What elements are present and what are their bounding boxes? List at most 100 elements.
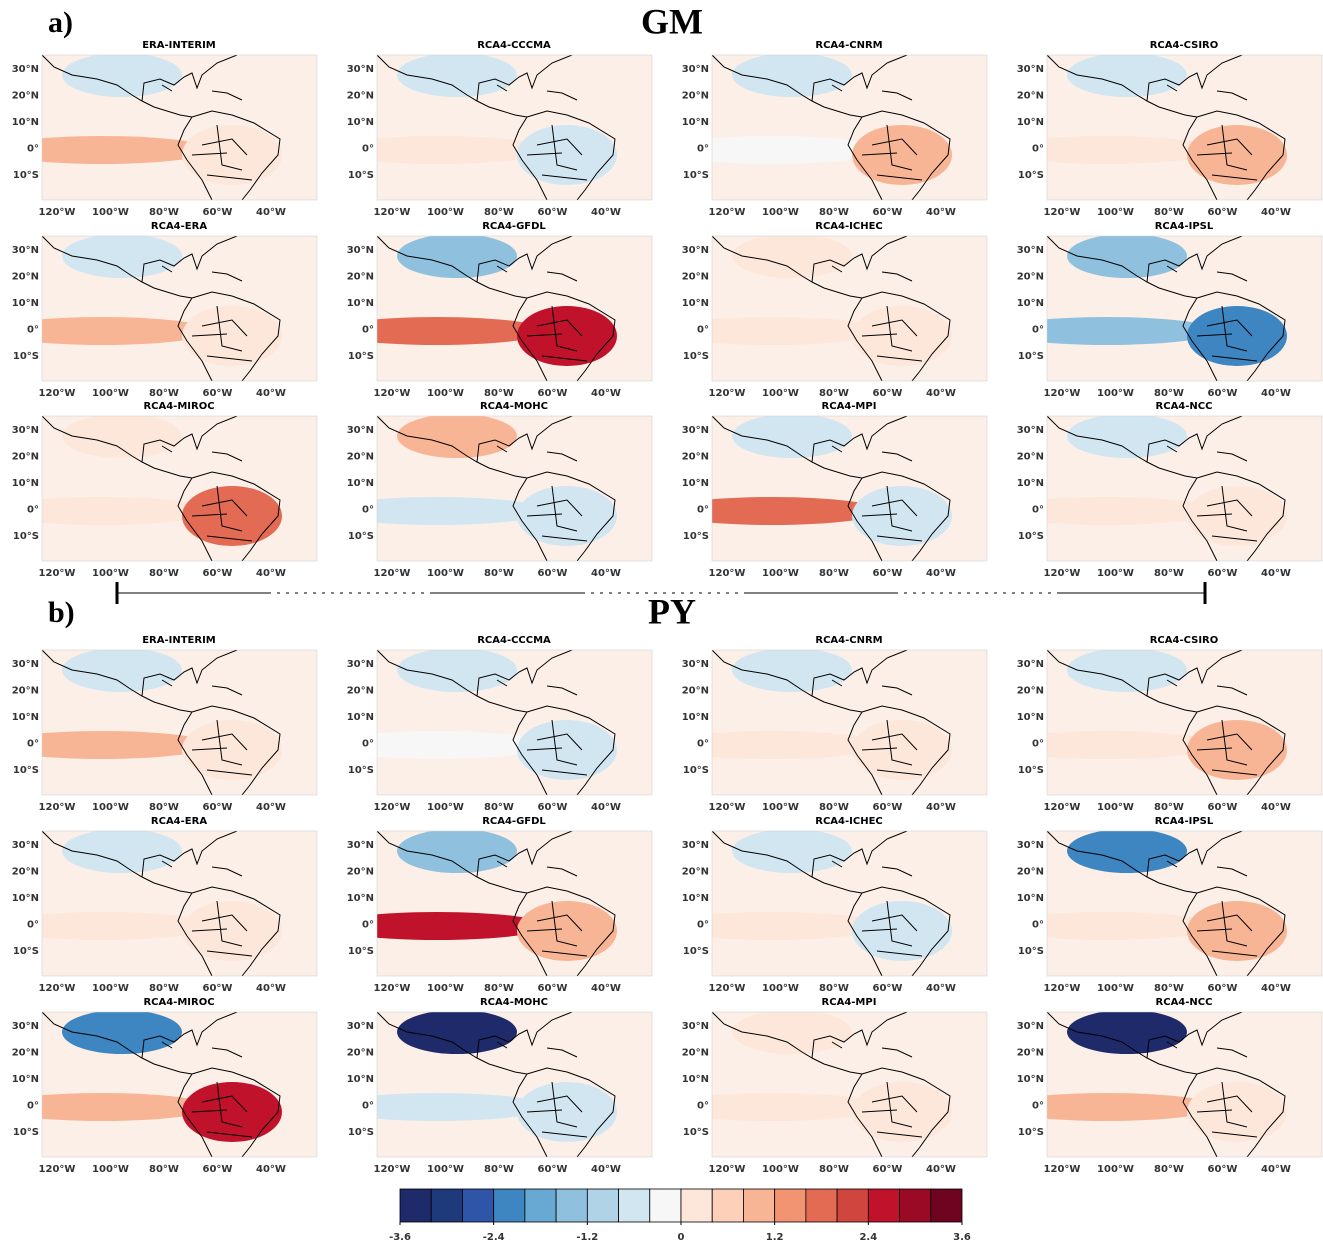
map-frame xyxy=(711,649,988,796)
coastline xyxy=(1047,1012,1286,1157)
shade xyxy=(377,912,547,940)
shade xyxy=(732,236,852,278)
lat-label: 10°S xyxy=(13,531,39,542)
panel-title: ERA-INTERIM xyxy=(142,40,216,51)
map-field xyxy=(42,416,317,561)
panel-title: RCA4-MIROC xyxy=(143,401,214,412)
lon-label: 100°W xyxy=(762,802,799,813)
map-frame xyxy=(41,415,318,562)
lat-label: 30°N xyxy=(682,840,709,851)
colorbar-swatch xyxy=(774,1188,807,1223)
shade xyxy=(1047,1093,1217,1121)
lon-label: 60°W xyxy=(873,568,903,579)
shade xyxy=(182,306,282,366)
lat-label: 10°S xyxy=(683,946,709,957)
map-frame xyxy=(376,649,653,796)
map-panel: RCA4-ERA 30°N 20°N 10°N 0° 10°S 120°W 100°W 80°W… xyxy=(12,221,318,399)
shade xyxy=(377,317,547,345)
panel-title: RCA4-ERA xyxy=(151,816,207,827)
colorbar-tick-label: 3.6 xyxy=(953,1232,971,1243)
shade xyxy=(62,831,182,873)
colorbar-tick-label: 2.4 xyxy=(859,1232,877,1243)
lon-label: 60°W xyxy=(538,802,568,813)
lon-label: 60°W xyxy=(873,1164,903,1175)
lat-label: 20°N xyxy=(347,867,374,878)
shade xyxy=(852,125,952,185)
lon-label: 40°W xyxy=(1261,568,1291,579)
lat-label: 30°N xyxy=(347,64,374,75)
lon-label: 80°W xyxy=(1154,568,1184,579)
lon-label: 120°W xyxy=(39,568,76,579)
lat-label: 0° xyxy=(362,325,374,336)
map-field xyxy=(377,416,652,561)
lon-label: 120°W xyxy=(1044,802,1081,813)
lon-label: 100°W xyxy=(1097,388,1134,399)
shade xyxy=(182,125,282,185)
lon-label: 120°W xyxy=(1044,388,1081,399)
lat-label: 30°N xyxy=(1017,840,1044,851)
shade xyxy=(712,317,882,345)
map-panel: RCA4-MOHC 30°N 20°N 10°N 0° 10°S 120°W 100°W 80°… xyxy=(347,401,653,579)
lat-label: 10°N xyxy=(347,478,374,489)
coastline xyxy=(712,831,951,976)
lon-label: 120°W xyxy=(709,1164,746,1175)
lat-label: 0° xyxy=(697,144,709,155)
lon-label: 100°W xyxy=(762,388,799,399)
map-field xyxy=(1047,650,1322,795)
coastline xyxy=(42,1012,281,1157)
lon-label: 120°W xyxy=(374,1164,411,1175)
separator xyxy=(115,582,1207,604)
lon-label: 40°W xyxy=(591,1164,621,1175)
map-frame xyxy=(1046,649,1323,796)
lon-label: 80°W xyxy=(1154,207,1184,218)
lon-label: 100°W xyxy=(92,388,129,399)
shade xyxy=(1067,831,1187,873)
lon-label: 40°W xyxy=(256,207,286,218)
lon-label: 80°W xyxy=(484,207,514,218)
lon-label: 100°W xyxy=(762,207,799,218)
map-panel: RCA4-CCCMA 30°N 20°N 10°N 0° 10°S 120°W 100°W 80… xyxy=(347,40,653,218)
lat-label: 10°S xyxy=(13,946,39,957)
lat-label: 30°N xyxy=(682,659,709,670)
lat-label: 20°N xyxy=(682,91,709,102)
shade xyxy=(377,136,547,164)
map-panel: RCA4-ICHEC 30°N 20°N 10°N 0° 10°S 120°W 100°W 80… xyxy=(682,816,988,994)
lon-label: 100°W xyxy=(1097,568,1134,579)
lon-label: 60°W xyxy=(873,388,903,399)
lat-label: 0° xyxy=(27,1101,39,1112)
lat-label: 0° xyxy=(362,505,374,516)
shade xyxy=(517,1082,617,1142)
lat-label: 0° xyxy=(362,1101,374,1112)
shade xyxy=(517,486,617,546)
lat-label: 20°N xyxy=(347,272,374,283)
lon-label: 100°W xyxy=(762,568,799,579)
shade xyxy=(852,306,952,366)
lon-label: 100°W xyxy=(1097,983,1134,994)
lat-label: 20°N xyxy=(12,867,39,878)
lon-label: 100°W xyxy=(92,1164,129,1175)
panel-title: RCA4-CNRM xyxy=(815,635,882,646)
map-panel: RCA4-ICHEC 30°N 20°N 10°N 0° 10°S 120°W 100°W 80… xyxy=(682,221,988,399)
lon-label: 40°W xyxy=(926,1164,956,1175)
lat-label: 10°N xyxy=(12,298,39,309)
lon-label: 60°W xyxy=(1208,983,1238,994)
shade xyxy=(397,416,517,458)
map-panel: RCA4-CSIRO 30°N 20°N 10°N 0° 10°S 120°W 100°W 80… xyxy=(1017,40,1323,218)
lat-label: 0° xyxy=(27,144,39,155)
lat-label: 10°N xyxy=(12,1074,39,1085)
lon-label: 80°W xyxy=(1154,802,1184,813)
lat-label: 30°N xyxy=(1017,425,1044,436)
map-field xyxy=(1047,831,1322,976)
lon-label: 120°W xyxy=(39,388,76,399)
map-panel: RCA4-MPI 30°N 20°N 10°N 0° 10°S 120°W 100°W 80°W… xyxy=(682,997,988,1175)
lon-label: 120°W xyxy=(1044,983,1081,994)
lat-label: 20°N xyxy=(1017,686,1044,697)
colorbar-swatch xyxy=(462,1188,495,1223)
lon-label: 100°W xyxy=(1097,1164,1134,1175)
shade xyxy=(182,901,282,961)
colorbar-swatch xyxy=(805,1188,838,1223)
lat-label: 0° xyxy=(362,920,374,931)
shade xyxy=(732,416,852,458)
lon-label: 80°W xyxy=(484,568,514,579)
lon-label: 60°W xyxy=(1208,1164,1238,1175)
